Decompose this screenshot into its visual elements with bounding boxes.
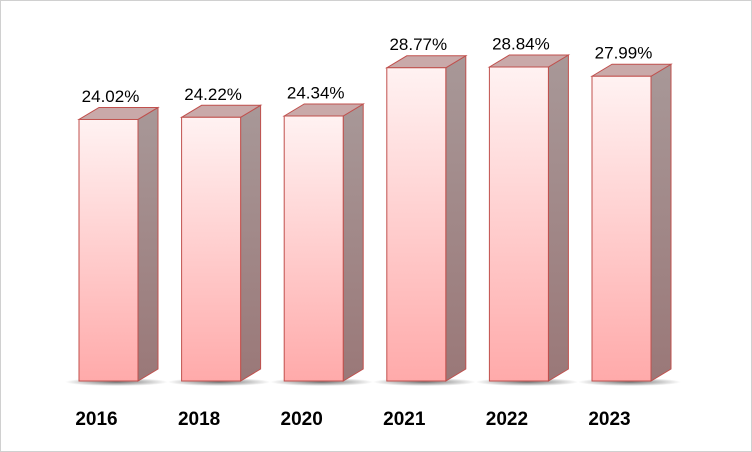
bar — [488, 66, 549, 382]
x-tick-label: 2022 — [486, 409, 528, 430]
x-tick-label: 2016 — [75, 409, 117, 430]
value-label: 24.22% — [184, 85, 242, 104]
x-tick-label: 2018 — [178, 409, 220, 430]
bar-side — [342, 103, 364, 382]
value-label: 24.34% — [287, 83, 345, 102]
bar — [283, 115, 344, 382]
bar-side — [240, 104, 262, 382]
value-label: 27.99% — [595, 44, 653, 63]
bar — [78, 118, 139, 382]
bar-side — [547, 54, 569, 382]
bar-side — [445, 54, 467, 382]
bar-side — [650, 63, 672, 382]
bar — [386, 67, 447, 382]
value-label: 28.84% — [492, 34, 550, 53]
value-label: 28.77% — [389, 35, 447, 54]
x-tick-label: 2021 — [383, 409, 426, 430]
x-tick-label: 2023 — [588, 409, 630, 430]
bar-side — [137, 106, 159, 382]
value-label: 24.02% — [82, 87, 140, 106]
bar — [591, 75, 652, 382]
x-tick-label: 2020 — [281, 409, 323, 430]
bar — [181, 116, 242, 382]
